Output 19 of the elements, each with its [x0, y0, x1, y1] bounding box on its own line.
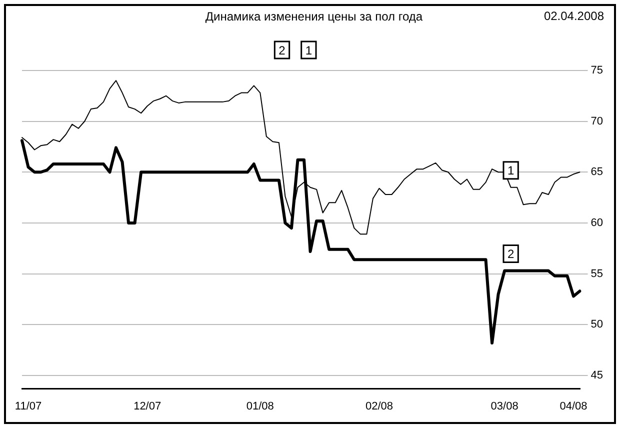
text: 02.04.2008: [544, 9, 604, 23]
x-tick-label: 11/07: [14, 400, 42, 412]
y-tick-label: 45: [590, 370, 604, 382]
legend-label: 1: [305, 43, 312, 58]
y-tick-label: 50: [590, 318, 604, 331]
y-tick-label: 75: [590, 64, 604, 76]
chart-title: Динамика изменения цены за пол года: [205, 10, 423, 24]
x-tick-label: 04/08: [560, 400, 588, 412]
y-tick-label: 60: [590, 217, 604, 230]
text: 2: [278, 43, 286, 58]
x-tick-label: 12/07: [134, 400, 162, 412]
y-tick-label: 65: [590, 166, 604, 178]
series-label: 2: [507, 247, 514, 262]
y-tick-label: 55: [590, 268, 604, 280]
x-tick-label: 03/08: [490, 400, 518, 412]
x-tick-label: 01/08: [246, 400, 274, 412]
y-tick-label: 70: [590, 115, 604, 128]
text: 1: [507, 164, 514, 178]
x-tick-label: 02/08: [365, 400, 393, 412]
